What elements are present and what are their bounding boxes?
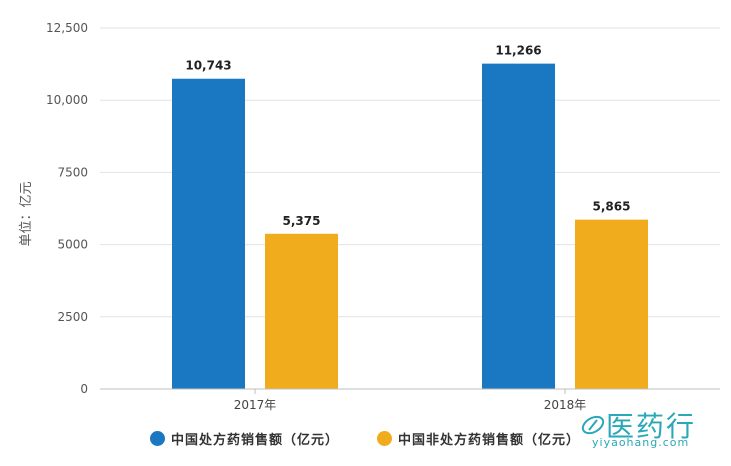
bar-chart: 0 2500 5000 7500 10,000 12,500 10,743 5,375 11,…	[19, 21, 720, 412]
legend-label-otc: 中国非处方药销售额（亿元）	[398, 433, 581, 448]
legend-item-otc[interactable]: 中国非处方药销售额（亿元）	[377, 429, 580, 448]
bar-prescription-1[interactable]	[482, 63, 555, 390]
data-label: 5,865	[593, 200, 631, 214]
legend-marker-otc	[377, 431, 392, 446]
data-label: 11,266	[495, 44, 541, 58]
legend-marker-prescription	[150, 431, 165, 446]
y-tick-label: 2500	[57, 310, 88, 324]
bar-prescription-0[interactable]	[172, 78, 245, 389]
watermark-logo: 医药行	[580, 405, 696, 445]
legend-label-prescription: 中国处方药销售额（亿元）	[171, 433, 340, 448]
y-tick-label: 5000	[57, 238, 88, 252]
y-axis-ticks: 0 2500 5000 7500 10,000 12,500	[46, 21, 88, 396]
data-label: 10,743	[185, 59, 231, 73]
legend: 中国处方药销售额（亿元） 中国非处方药销售额（亿元）	[0, 429, 731, 451]
bars	[172, 63, 648, 390]
y-tick-label: 12,500	[46, 21, 88, 35]
x-tick-label: 2017年	[234, 398, 277, 412]
legend-item-prescription[interactable]: 中国处方药销售额（亿元）	[150, 429, 339, 448]
y-tick-label: 0	[80, 382, 88, 396]
y-tick-label: 10,000	[46, 93, 88, 107]
capsule-icon	[581, 415, 605, 435]
data-labels: 10,743 5,375 11,266 5,865	[185, 44, 630, 228]
bar-otc-0[interactable]	[265, 233, 338, 389]
y-axis-label: 单位：亿元	[19, 181, 34, 246]
x-tick-label: 2018年	[544, 398, 587, 412]
x-axis-ticks: 2017年 2018年	[234, 389, 587, 412]
bar-otc-1[interactable]	[575, 219, 648, 389]
y-tick-label: 7500	[57, 165, 88, 179]
data-label: 5,375	[283, 214, 321, 228]
watermark-site-text: yiyaohang.com	[592, 436, 690, 449]
watermark-brand-text: 医药行	[606, 410, 697, 443]
